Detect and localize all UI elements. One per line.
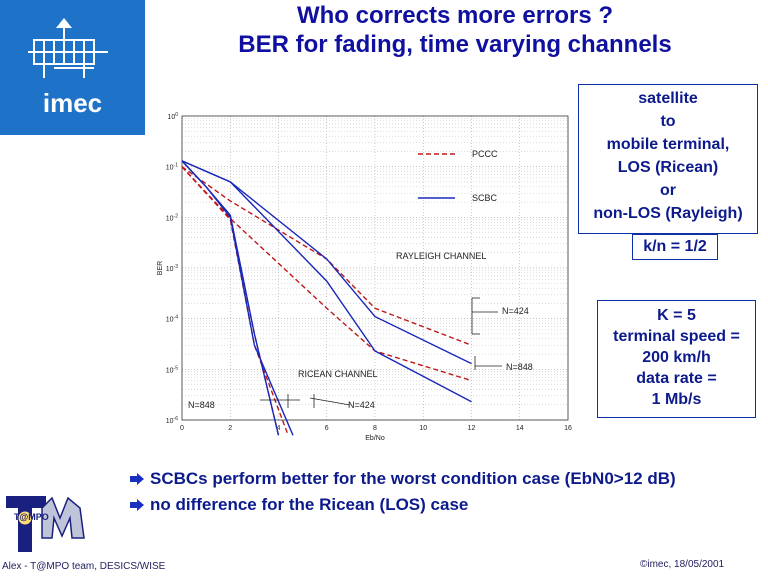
parameter-line: 1 Mb/s bbox=[651, 391, 702, 408]
y-axis-label: BER bbox=[157, 261, 164, 275]
x-tick-label: 10 bbox=[419, 425, 427, 432]
series-line-scbc bbox=[181, 160, 294, 436]
y-tick-label: 10-4 bbox=[166, 315, 178, 324]
scenario-line: mobile terminal, bbox=[606, 136, 730, 153]
parameters-box: K = 5 terminal speed = 200 km/h data rat… bbox=[597, 300, 756, 418]
arrow-bullet-icon bbox=[130, 473, 144, 485]
arrow-bullet-icon bbox=[130, 499, 144, 511]
bullet-item: no difference for the Ricean (LOS) case bbox=[130, 495, 468, 515]
bullet-text: no difference for the Ricean (LOS) case bbox=[150, 495, 469, 514]
y-tick-label: 10-6 bbox=[166, 416, 178, 425]
x-tick-label: 2 bbox=[228, 425, 232, 432]
legend-label: PCCC bbox=[472, 149, 498, 159]
slide-title-line-1: Who corrects more errors ? bbox=[296, 2, 614, 29]
imec-logo-text: imec bbox=[42, 88, 103, 118]
code-rate-box: k/n = 1/2 bbox=[632, 234, 718, 260]
scenario-box: satellite to mobile terminal, LOS (Ricea… bbox=[578, 84, 758, 234]
scenario-line: satellite bbox=[638, 90, 698, 107]
y-tick-label: 10-5 bbox=[166, 365, 178, 374]
scenario-line: to bbox=[660, 113, 676, 130]
slide-title-line-2: BER for fading, time varying channels bbox=[238, 31, 672, 58]
parameter-line: 200 km/h bbox=[642, 349, 711, 366]
x-axis-label: Eb/No bbox=[365, 435, 385, 442]
annotation-n-label: N=424 bbox=[502, 306, 529, 316]
series-line-pccc bbox=[181, 166, 289, 436]
parameter-line: terminal speed = bbox=[613, 328, 740, 345]
plot-frame bbox=[181, 115, 569, 421]
legend-label: SCBC bbox=[472, 193, 498, 203]
x-tick-label: 16 bbox=[564, 425, 572, 432]
ricean-channel-label: RICEAN CHANNEL bbox=[298, 369, 378, 379]
footer-copyright: ©imec, 18/05/2001 bbox=[640, 559, 725, 570]
y-tick-label: 10-3 bbox=[166, 264, 178, 273]
annotation-leader bbox=[309, 397, 351, 406]
x-tick-label: 12 bbox=[468, 425, 476, 432]
imec-logo: imec bbox=[0, 0, 145, 135]
bullet-text: SCBCs perform better for the worst condi… bbox=[150, 469, 676, 488]
parameter-line: data rate = bbox=[636, 370, 717, 387]
scenario-line: non-LOS (Rayleigh) bbox=[593, 205, 743, 222]
series-line-pccc bbox=[181, 166, 472, 382]
footer-author: Alex - T@MPO team, DESICS/WISE bbox=[2, 561, 166, 572]
tampo-logo-text: T@MPO bbox=[14, 512, 49, 522]
rayleigh-channel-label: RAYLEIGH CHANNEL bbox=[396, 251, 486, 261]
x-tick-label: 0 bbox=[180, 425, 184, 432]
annotation-n-label: N=848 bbox=[188, 400, 215, 410]
y-tick-label: 10-2 bbox=[166, 213, 178, 222]
y-tick-label: 10-1 bbox=[166, 163, 178, 172]
bullet-item: SCBCs perform better for the worst condi… bbox=[130, 469, 676, 489]
x-tick-label: 8 bbox=[373, 425, 377, 432]
x-tick-label: 6 bbox=[325, 425, 329, 432]
parameter-line: K = 5 bbox=[657, 307, 696, 324]
imec-logo-mark-icon bbox=[28, 18, 108, 78]
scenario-line: or bbox=[660, 182, 676, 199]
scenario-line: LOS (Ricean) bbox=[617, 159, 719, 176]
x-tick-label: 4 bbox=[277, 425, 281, 432]
annotation-n-label: N=424 bbox=[348, 400, 375, 410]
y-tick-label: 100 bbox=[167, 112, 178, 121]
annotation-n-label: N=848 bbox=[506, 362, 533, 372]
series-line-scbc bbox=[181, 160, 472, 403]
x-tick-label: 14 bbox=[516, 425, 524, 432]
tampo-logo-icon bbox=[6, 496, 85, 552]
ber-chart: 0 2 4 6 8 10 12 14 16 100 10-1 10-2 10-3 10-4 10-5 10-6… bbox=[157, 112, 572, 442]
